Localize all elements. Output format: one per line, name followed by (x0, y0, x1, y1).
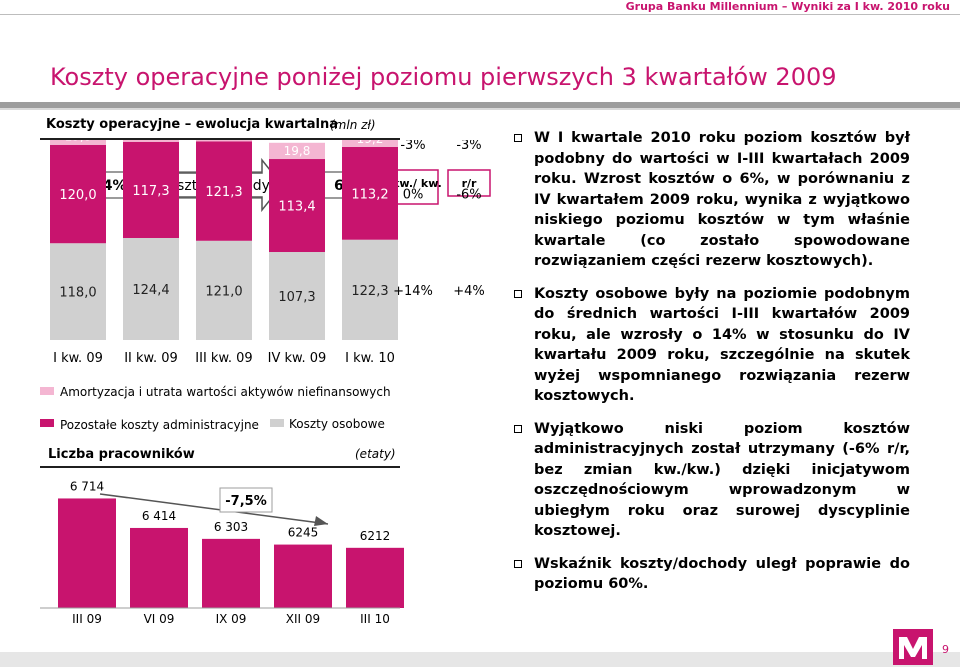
employee-value-label: 6 714 (70, 479, 104, 493)
bullet-item: Wskaźnik koszty/dochody uległ poprawie d… (514, 554, 910, 595)
title-rule-light (0, 108, 960, 110)
segment-label: 120,0 (59, 188, 96, 203)
bar-segment (50, 243, 106, 340)
employees-chart-unit: (etaty) (355, 447, 396, 461)
segment-label: 118,0 (59, 286, 96, 301)
bar-segment (196, 141, 252, 241)
category-label: II kw. 09 (124, 351, 178, 366)
category-label: I kw. 09 (53, 351, 103, 366)
bar-segment (196, 240, 252, 340)
legend-label-amortization: Amortyzacja i utrata wartości aktywów ni… (60, 385, 391, 399)
segment-label: 117,3 (132, 184, 169, 199)
segment-label: 122,3 (351, 284, 388, 299)
bar-segment (269, 142, 325, 160)
employee-category-label: III 09 (72, 612, 102, 626)
costs-stacked-bar-chart: 64,4% Koszty/dochody 60,2% kw./ kw. r/r … (40, 140, 491, 432)
company-header: Grupa Banku Millennium – Wyniki za I kw.… (625, 0, 950, 13)
segment-label: 121,0 (205, 284, 242, 299)
footer-bar (0, 652, 960, 667)
change-yoy-amortization: -3% (456, 140, 481, 153)
bullet-square-icon (514, 424, 522, 433)
employee-category-label: VI 09 (144, 612, 175, 626)
commentary-list: W I kwartale 2010 roku poziom kosztów by… (514, 128, 910, 607)
yoy-header-box (447, 169, 491, 197)
employee-category-label: III 10 (360, 612, 390, 626)
costs-chart-heading: Koszty operacyjne – ewolucja kwartalna (46, 117, 339, 132)
employee-bar (274, 544, 332, 608)
employee-bar (130, 527, 188, 608)
category-label: III kw. 09 (195, 351, 252, 366)
employees-heading-line (40, 466, 400, 468)
legend-swatch-amortization (40, 387, 54, 395)
bullet-item: W I kwartale 2010 roku poziom kosztów by… (514, 128, 910, 272)
bar-segment (342, 140, 398, 147)
costs-heading-line (40, 138, 400, 140)
bar-segment (50, 140, 106, 145)
bank-logo-icon (893, 629, 933, 665)
employee-value-label: 6212 (360, 529, 391, 543)
employees-chart-heading: Liczba pracowników (48, 447, 195, 462)
trend-arrow-head (314, 516, 328, 526)
qoq-header: kw./ kw. (392, 177, 442, 190)
employee-bar (58, 498, 116, 608)
employee-bar (202, 538, 260, 608)
title-rule (0, 102, 960, 108)
bar-segment (123, 141, 179, 238)
legend-label-personnel: Koszty osobowe (289, 417, 385, 431)
employee-category-label: IX 09 (216, 612, 247, 626)
bar-segment (342, 239, 398, 340)
segment-label: 121,3 (205, 185, 242, 200)
yoy-header: r/r (462, 177, 477, 190)
page-number: 9 (942, 643, 949, 656)
bar-segment (269, 159, 325, 253)
costs-chart-unit: (mln zł) (330, 118, 376, 132)
trend-annotation: -7,5% (225, 494, 266, 509)
change-qoq-administrative: 0% (403, 187, 424, 202)
bar-segment (196, 140, 252, 142)
top-rule (0, 14, 960, 15)
segment-label: 124,4 (132, 283, 169, 298)
bar-segment (50, 144, 106, 244)
page-title: Koszty operacyjne poniżej poziomu pierws… (50, 63, 837, 91)
segment-label: 19,2 (357, 140, 384, 146)
bullet-item: Koszty osobowe były na poziomie podobnym… (514, 284, 910, 407)
segment-label: 113,2 (351, 187, 388, 202)
change-yoy-administrative: -6% (456, 187, 481, 202)
qoq-header-box (395, 169, 439, 205)
legend-swatch-administrative (40, 419, 54, 427)
bar-segment (123, 140, 179, 142)
employee-value-label: 6245 (288, 526, 319, 540)
bar-segment (123, 237, 179, 340)
bar-segment (342, 146, 398, 240)
segment-label: 19,8 (65, 140, 92, 144)
trend-arrow-line (99, 493, 329, 525)
legend-label-administrative: Pozostałe koszty administracyjne (60, 418, 259, 432)
bar-segment (269, 252, 325, 340)
employees-bar-chart: 6 714 6 414 6 303 6245 6212 III 09 VI 09 IX 09 X… (40, 479, 404, 626)
change-qoq-personnel: +14% (393, 284, 433, 299)
change-qoq-amortization: -3% (400, 140, 425, 153)
employee-value-label: 6 414 (142, 509, 176, 523)
bullet-square-icon (514, 289, 522, 298)
category-label: I kw. 10 (345, 351, 395, 366)
segment-label: 113,4 (278, 200, 315, 215)
segment-label: 107,3 (278, 290, 315, 305)
category-label: IV kw. 09 (268, 351, 327, 366)
employee-category-label: XII 09 (286, 612, 320, 626)
trend-annotation-box (219, 487, 273, 513)
bullet-item: Wyjątkowo niski poziom kosztów administr… (514, 419, 910, 542)
employee-bar (346, 547, 404, 608)
bullet-square-icon (514, 134, 522, 142)
legend-swatch-personnel (270, 419, 284, 427)
bullet-square-icon (514, 559, 522, 568)
change-yoy-personnel: +4% (453, 284, 485, 299)
employee-value-label: 6 303 (214, 520, 248, 534)
segment-label: 19,8 (284, 144, 311, 158)
